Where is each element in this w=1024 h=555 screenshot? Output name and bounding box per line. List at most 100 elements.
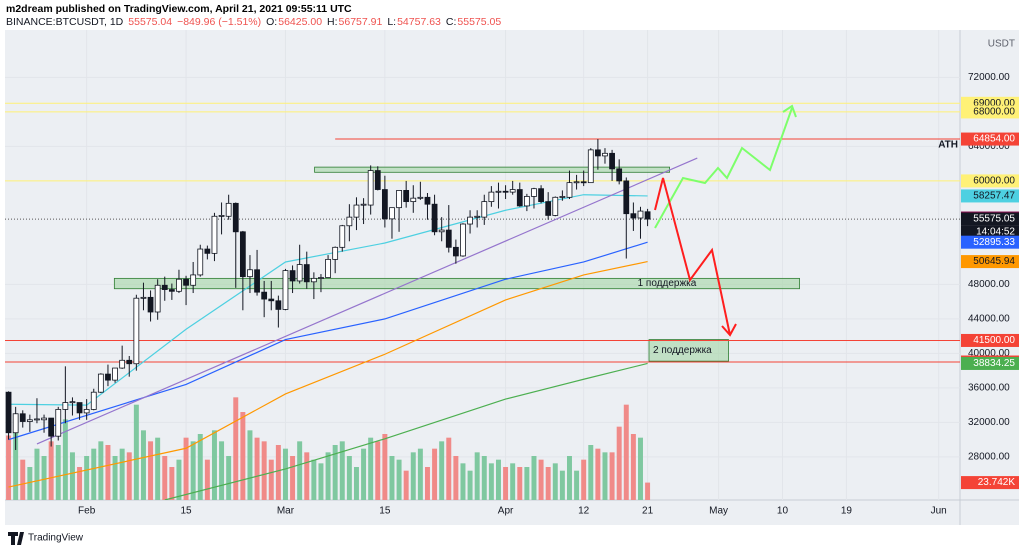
volume-bar (503, 467, 509, 500)
volume-bar (481, 456, 487, 500)
x-tick-label: May (709, 506, 728, 517)
volume-bar (77, 467, 83, 500)
candle-body (55, 409, 62, 437)
volume-bar (552, 463, 558, 500)
volume-bar (27, 467, 33, 500)
header-item: 56757.91 (339, 16, 383, 28)
candle-body (410, 197, 417, 203)
candle-body (247, 269, 253, 278)
volume-bar (581, 459, 587, 500)
volume-bar (112, 456, 118, 500)
price-label-box (961, 174, 1019, 188)
volume-bar (375, 441, 381, 500)
price-label: 58257.47 (973, 191, 1015, 202)
candle-body (310, 277, 317, 283)
candle-body (623, 180, 630, 215)
candle-body (83, 409, 90, 414)
y-tick-label: 40000.00 (968, 348, 1010, 359)
countdown: 14:04:52 (976, 227, 1015, 238)
volume-bar (403, 470, 409, 500)
bear-arrowhead (721, 323, 737, 337)
price-label: 60000.00 (973, 176, 1015, 187)
zone-label: 2 поддержка (653, 345, 712, 356)
candle-body (154, 284, 161, 313)
candle-body (481, 201, 488, 218)
annotations (654, 104, 797, 337)
price-label: 38834.25 (973, 358, 1015, 369)
volume-bar (368, 437, 374, 500)
volume-bar (20, 459, 26, 500)
price-label-box (961, 255, 1019, 269)
volume-bar (432, 448, 438, 500)
candle-body (488, 191, 495, 203)
price-label-box (961, 333, 1019, 347)
candle-body (396, 190, 402, 209)
volume-bar (219, 441, 225, 500)
volume-bar (254, 437, 260, 500)
volume-bar (346, 456, 352, 500)
price-label: 68000.00 (973, 107, 1015, 118)
volume-bar (126, 452, 132, 500)
candle-body (318, 277, 324, 279)
candle-body (424, 196, 431, 205)
x-tick-label: 12 (578, 506, 590, 517)
price-label-box (961, 132, 1019, 146)
x-tick-label: 21 (642, 506, 654, 517)
volume-bar (34, 448, 40, 500)
candle-body (566, 182, 573, 198)
x-tick-label: 10 (777, 506, 789, 517)
bull-arrowhead (782, 104, 797, 118)
candle-body (587, 149, 594, 184)
level-note: ATH (938, 140, 958, 151)
volume-bar (62, 419, 68, 500)
y-tick-label: 32000.00 (968, 417, 1010, 428)
candle-body (367, 170, 374, 206)
volume-bar (453, 456, 459, 500)
candle-body (616, 168, 623, 182)
candle-body (460, 223, 466, 257)
header-item: 55575.05 (457, 16, 501, 28)
candle-body (105, 373, 111, 381)
volume-bar (467, 470, 473, 500)
candle-body (76, 402, 83, 414)
candle-body (147, 296, 154, 313)
candle-body (360, 203, 367, 206)
candle-body (637, 210, 644, 219)
y-tick-label: 44000.00 (968, 314, 1010, 325)
bear-scenario-arrow (654, 177, 731, 336)
candle-body (516, 189, 523, 207)
x-tick-label: Feb (78, 506, 96, 517)
indicator-line (164, 362, 648, 500)
volume-bar (510, 463, 516, 500)
volume-bar (91, 448, 97, 500)
logo (8, 532, 24, 545)
zone (648, 339, 729, 362)
candle-body (197, 248, 204, 276)
volume-bar (290, 456, 296, 500)
candle-body (183, 278, 189, 286)
candle-body (353, 204, 360, 218)
volume-bar (69, 452, 75, 500)
zone (113, 277, 800, 290)
candle-body (5, 391, 12, 434)
volume-bar (361, 448, 367, 500)
volume-bar (460, 463, 466, 500)
volume-bar (474, 452, 480, 500)
candle-body (545, 201, 552, 216)
candle-body (346, 216, 353, 227)
volume-label: 23.742K (978, 477, 1016, 488)
candle-body (303, 264, 310, 283)
price-label: 64854.00 (973, 134, 1015, 145)
volume-bar (630, 434, 636, 500)
volume-bar (389, 456, 395, 500)
candle-body (239, 231, 246, 278)
candle-body (602, 152, 608, 157)
candle-body (268, 298, 275, 302)
candle-body (509, 189, 516, 193)
y-tick-label: 72000.00 (968, 72, 1010, 83)
candle-body (218, 215, 225, 217)
candle-body (211, 215, 218, 254)
volume-bar (233, 397, 239, 500)
candle-body (254, 269, 260, 293)
volume-bar (602, 452, 608, 500)
